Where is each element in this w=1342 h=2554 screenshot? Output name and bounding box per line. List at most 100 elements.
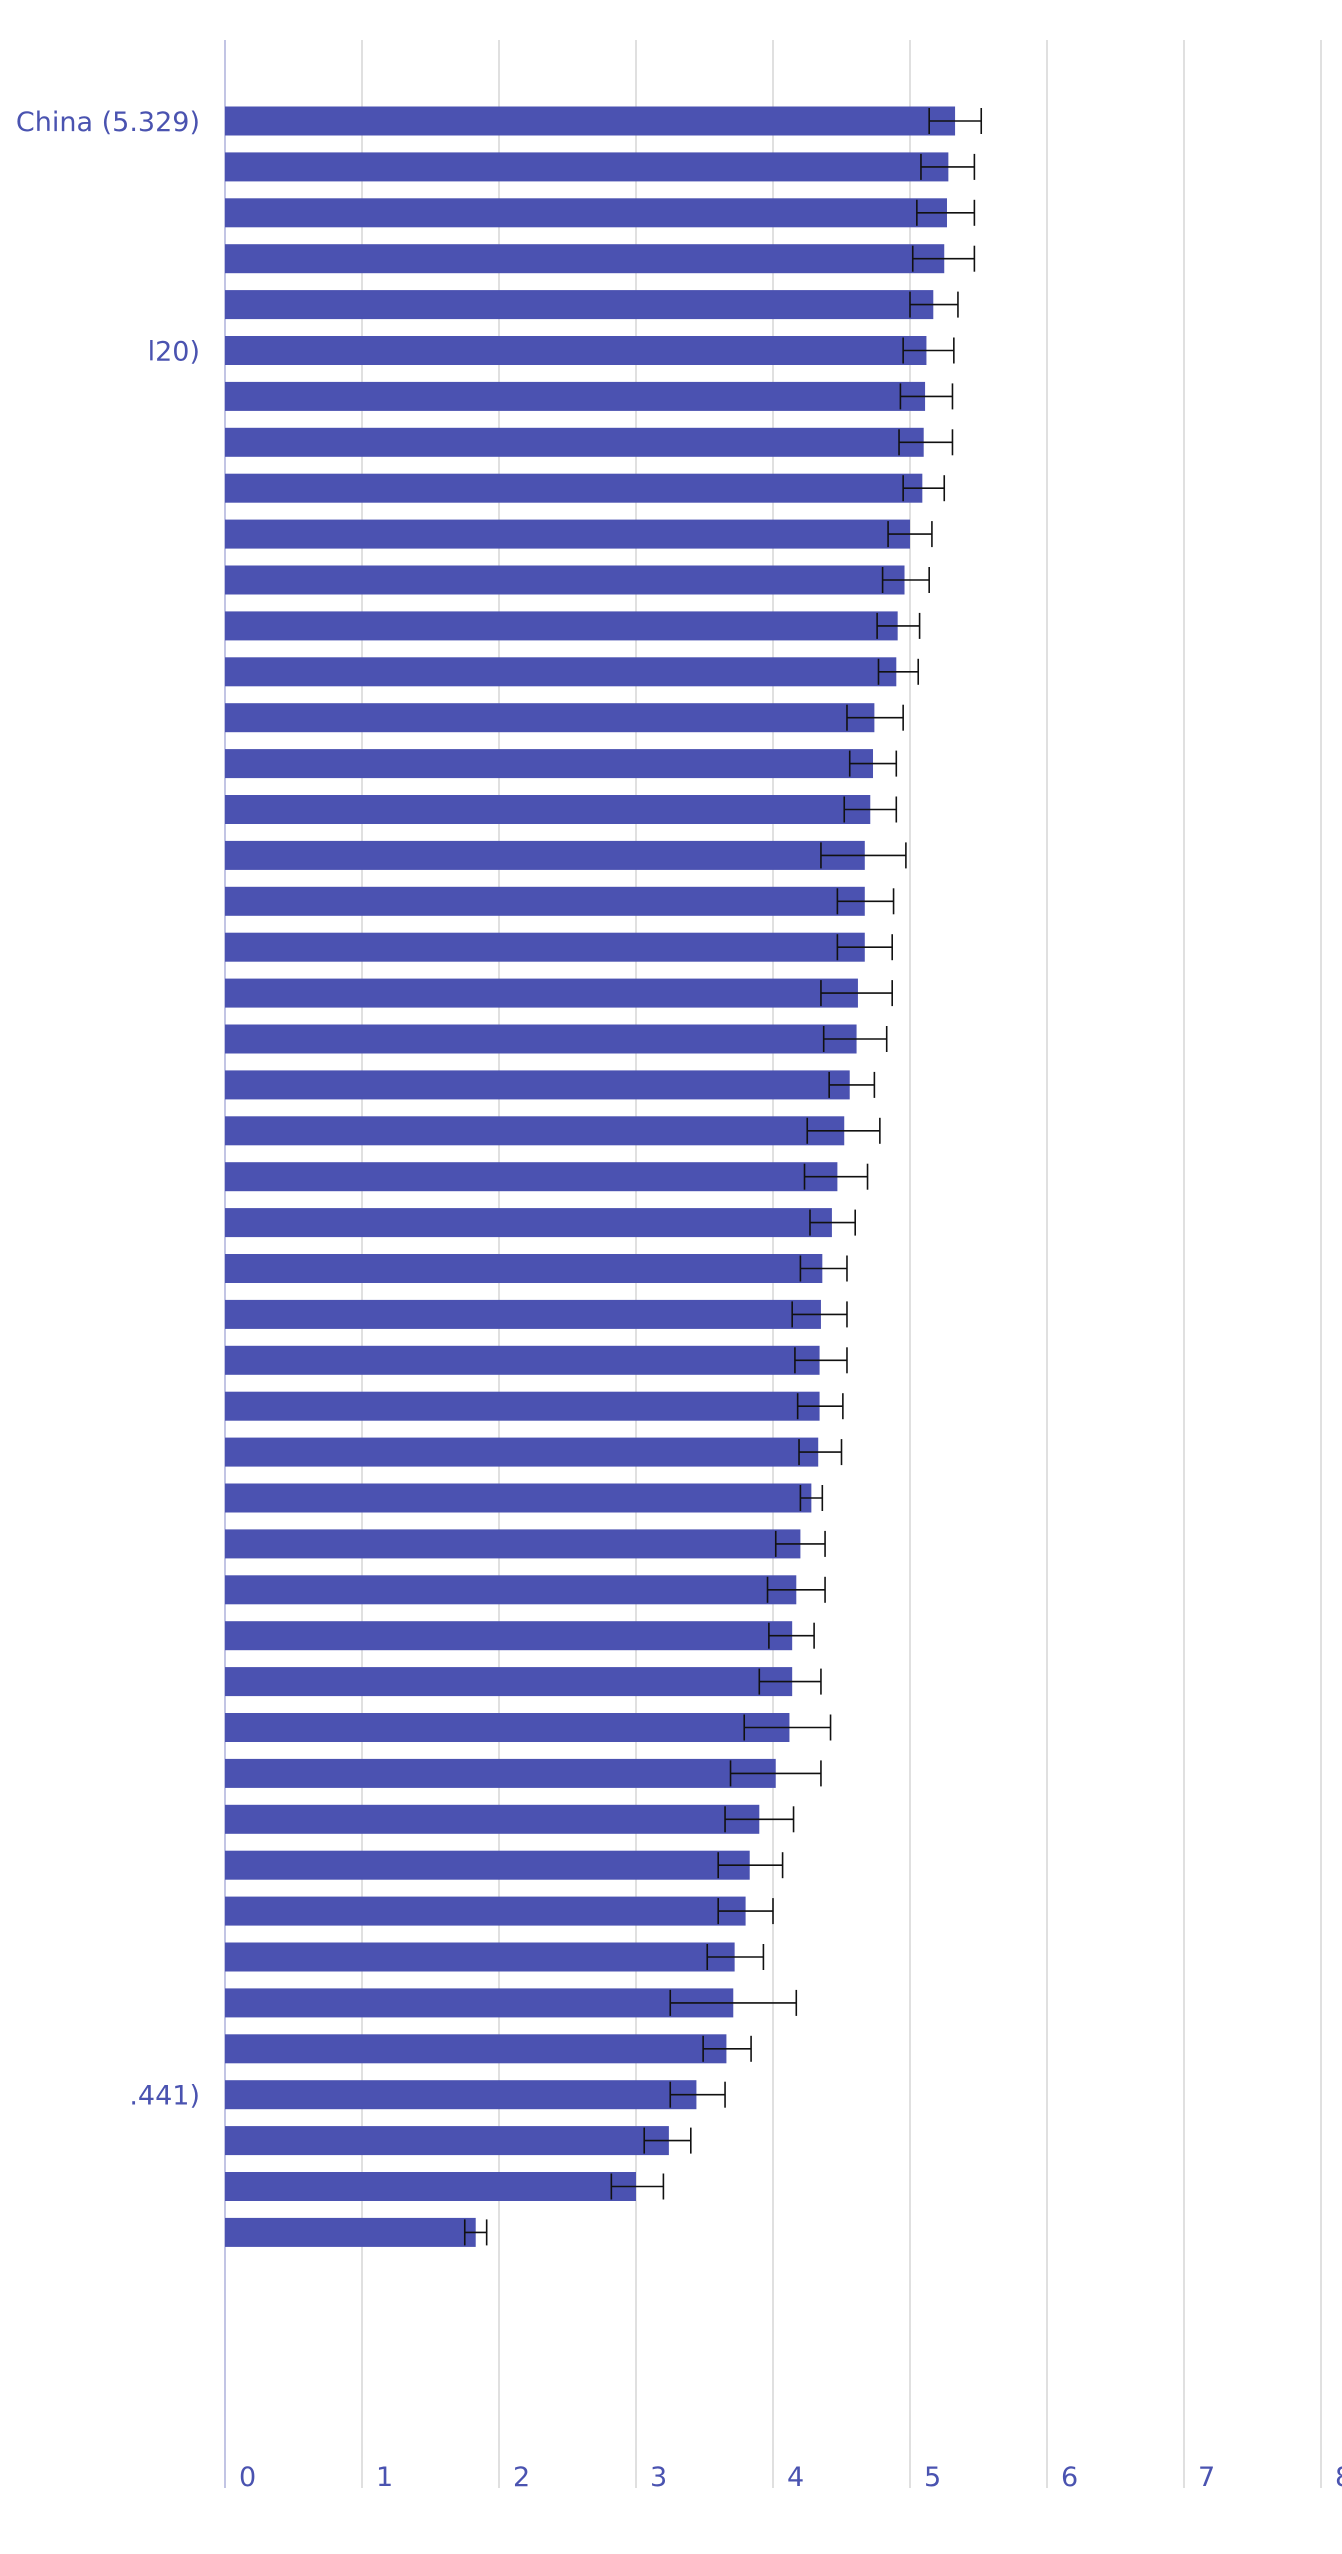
error-bar-35 — [743, 1714, 832, 1741]
error-bar-13 — [846, 704, 904, 731]
bar-8 — [225, 473, 923, 503]
error-bar-25 — [799, 1255, 848, 1282]
bar-39 — [225, 1896, 746, 1926]
category-label-43: .441) — [129, 2081, 200, 2112]
bar-45 — [225, 2172, 636, 2201]
bar-27 — [225, 1345, 820, 1375]
error-bar-37 — [724, 1806, 795, 1833]
bar-38 — [225, 1850, 750, 1880]
bar-42 — [225, 2034, 727, 2064]
bar-44 — [225, 2126, 669, 2156]
error-bar-41 — [669, 1989, 798, 2016]
bar-15 — [225, 795, 871, 824]
category-labels: China (5.329) l20) .441) — [16, 107, 200, 2112]
x-tick-label-0: 0 — [239, 2462, 256, 2493]
error-bar-22 — [806, 1117, 881, 1144]
error-bar-6 — [899, 383, 954, 410]
bar-25 — [225, 1254, 823, 1283]
bar-31 — [225, 1529, 801, 1559]
error-bar-46 — [463, 2219, 488, 2246]
bar-10 — [225, 565, 905, 595]
category-label-0: China (5.329) — [16, 107, 200, 138]
bar-7 — [225, 427, 924, 457]
bar-22 — [225, 1116, 845, 1146]
bar-35 — [225, 1713, 790, 1742]
error-bar-30 — [799, 1485, 824, 1511]
bar-12 — [225, 657, 897, 687]
bar-36 — [225, 1758, 776, 1788]
error-bar-40 — [706, 1944, 765, 1970]
error-bar-21 — [828, 1071, 876, 1098]
error-bar-14 — [848, 750, 898, 777]
error-bar-28 — [796, 1393, 844, 1420]
bar-2 — [225, 198, 947, 228]
error-bar-12 — [877, 658, 920, 685]
error-bar-17 — [836, 888, 895, 915]
error-bar-8 — [902, 475, 946, 502]
bar-3 — [225, 244, 945, 274]
x-tick-label-3: 3 — [650, 2462, 667, 2493]
error-bar-15 — [843, 796, 898, 823]
x-tick-label-1: 1 — [376, 2462, 393, 2493]
bar-46 — [225, 2217, 476, 2247]
error-bar-33 — [768, 1622, 815, 1649]
bar-21 — [225, 1070, 850, 1100]
bar-13 — [225, 703, 875, 733]
bar-33 — [225, 1621, 793, 1651]
error-bar-32 — [766, 1576, 826, 1603]
error-bar-27 — [794, 1347, 848, 1374]
error-bar-24 — [809, 1209, 857, 1236]
bar-40 — [225, 1942, 735, 1972]
bar-37 — [225, 1804, 760, 1834]
error-bar-9 — [887, 521, 933, 548]
error-bar-16 — [820, 842, 907, 869]
error-bar-43 — [669, 2081, 726, 2108]
error-bar-1 — [920, 153, 976, 180]
bar-9 — [225, 519, 910, 549]
error-bar-34 — [758, 1668, 822, 1695]
error-bar-3 — [911, 245, 976, 272]
x-tick-label-4: 4 — [787, 2462, 804, 2493]
x-tick-label-6: 6 — [1061, 2462, 1078, 2493]
error-bar-39 — [717, 1898, 774, 1925]
bar-16 — [225, 840, 865, 870]
bar-20 — [225, 1024, 857, 1054]
error-bar-2 — [916, 199, 976, 226]
bar-5 — [225, 336, 927, 365]
error-bar-19 — [820, 980, 893, 1007]
error-bar-7 — [898, 429, 954, 456]
bar-23 — [225, 1162, 838, 1192]
bar-17 — [225, 886, 865, 916]
bar-26 — [225, 1299, 821, 1329]
bar-24 — [225, 1208, 832, 1238]
error-bar-5 — [902, 337, 955, 364]
bars — [225, 106, 956, 2247]
bar-43 — [225, 2080, 697, 2110]
bar-28 — [225, 1391, 820, 1421]
category-label-5: l20) — [148, 337, 200, 368]
x-tick-label-2: 2 — [513, 2462, 530, 2493]
bar-0 — [225, 106, 956, 136]
error-bar-31 — [774, 1530, 826, 1557]
error-bar-36 — [729, 1760, 822, 1787]
x-tick-label-5: 5 — [924, 2462, 941, 2493]
bar-41 — [225, 1988, 734, 2018]
error-bar-29 — [798, 1439, 843, 1466]
error-bars — [463, 108, 983, 2246]
error-bar-0 — [928, 108, 983, 134]
error-bar-11 — [876, 612, 921, 639]
bar-19 — [225, 978, 858, 1008]
bar-34 — [225, 1667, 793, 1697]
bar-32 — [225, 1575, 797, 1605]
bar-6 — [225, 381, 926, 411]
error-bar-10 — [881, 567, 930, 593]
error-bar-4 — [909, 291, 959, 318]
error-bar-20 — [822, 1026, 888, 1052]
error-bar-23 — [803, 1163, 869, 1190]
bar-14 — [225, 749, 874, 779]
bar-29 — [225, 1437, 819, 1467]
x-axis-ticks: 0 1 2 3 4 5 6 7 8 — [239, 2462, 1342, 2493]
bar-30 — [225, 1483, 812, 1513]
x-tick-label-8: 8 — [1335, 2462, 1342, 2493]
bar-11 — [225, 611, 898, 641]
